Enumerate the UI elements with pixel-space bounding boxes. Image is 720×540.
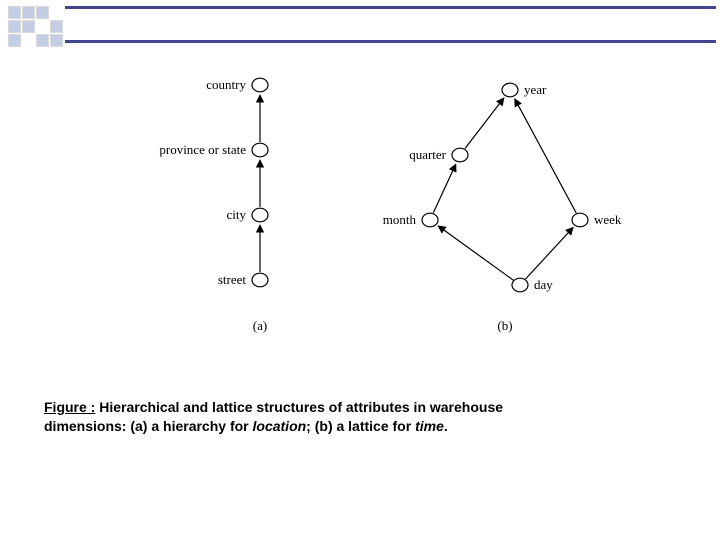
deco-square (50, 34, 63, 47)
node-province (252, 143, 268, 157)
node-city (252, 208, 268, 222)
node-week (572, 213, 588, 227)
deco-bar (65, 6, 716, 9)
edge (515, 99, 576, 213)
node-month (422, 213, 438, 227)
caption-italic1: location (253, 418, 307, 434)
node-street (252, 273, 268, 287)
caption-line2a: dimensions: (a) a hierarchy for (44, 418, 253, 434)
node-year (502, 83, 518, 97)
deco-square (50, 20, 63, 33)
diagram: country province or state city street (a) yea… (0, 50, 720, 410)
caption-line2b: ; (b) a lattice for (306, 418, 415, 434)
caption-rest1: Hierarchical and lattice structures of a… (95, 399, 503, 415)
node-label-street: street (218, 272, 247, 287)
node-label-province: province or state (159, 142, 246, 157)
edge (438, 226, 513, 280)
edge (525, 227, 573, 279)
node-label-month: month (383, 212, 417, 227)
caption-italic2: time (415, 418, 444, 434)
node-label-day: day (534, 277, 553, 292)
slide-decoration (0, 0, 720, 50)
node-quarter (452, 148, 468, 162)
deco-square (36, 34, 49, 47)
sublabel: (b) (497, 318, 512, 333)
node-label-year: year (524, 82, 547, 97)
edge (433, 164, 455, 213)
node-country (252, 78, 268, 92)
deco-square (22, 20, 35, 33)
deco-bar (65, 40, 716, 43)
deco-square (8, 20, 21, 33)
caption-line2c: . (444, 418, 448, 434)
caption-lead: Figure : (44, 399, 95, 415)
node-day (512, 278, 528, 292)
node-label-country: country (206, 77, 246, 92)
deco-square (36, 6, 49, 19)
sublabel: (a) (253, 318, 267, 333)
deco-square (8, 34, 21, 47)
edge (465, 98, 504, 149)
node-label-city: city (227, 207, 247, 222)
node-label-quarter: quarter (409, 147, 446, 162)
deco-square (8, 6, 21, 19)
deco-square (22, 6, 35, 19)
figure-caption: Figure : Hierarchical and lattice struct… (44, 398, 676, 436)
node-label-week: week (594, 212, 622, 227)
